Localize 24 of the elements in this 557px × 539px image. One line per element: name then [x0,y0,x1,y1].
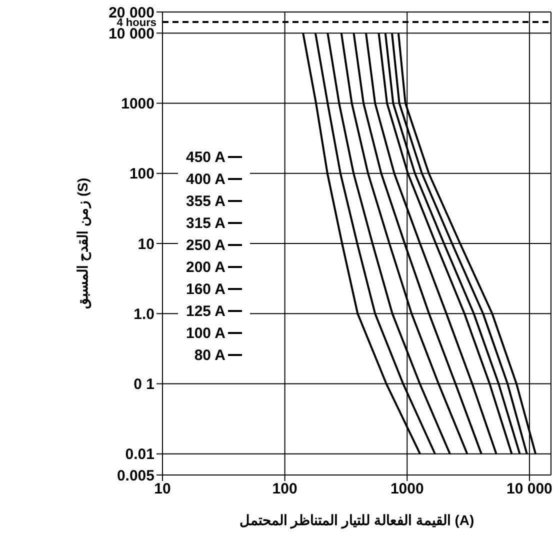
y-tick-label: 1.0 [134,306,154,323]
y-tick-label: 100 [129,166,154,183]
y-tick-label: 10 [138,236,154,253]
x-tick-label: 10 [154,480,171,498]
legend-label: 200 A [186,258,226,276]
x-tick-label: 100 [272,480,298,498]
x-axis-title: القيمة الفعالة للتيار المتناظر المحتمل (A) [239,512,474,529]
legend-label: 125 A [186,302,226,320]
y-tick-label: 1000 [121,96,154,113]
legend-label: 315 A [186,214,226,232]
legend-label: 450 A [186,148,226,166]
y-tick-label: 0.005 [116,467,154,484]
y-tick-label: 10 000 [108,25,154,42]
legend-label: 355 A [186,192,226,210]
y-tick-label: 0 1 [134,376,154,394]
legend-label: 80 A [194,346,226,364]
y-tick-label: 0.01 [125,446,154,464]
legend-label: 100 A [186,324,226,342]
legend-label: 250 A [186,236,226,254]
x-tick-label: 10 000 [506,480,552,498]
y-axis-title: زمن القدح المسبق (S) [74,178,92,310]
legend-label: 400 A [186,170,226,188]
legend-label: 160 A [186,280,226,298]
x-tick-label: 1000 [390,480,424,498]
